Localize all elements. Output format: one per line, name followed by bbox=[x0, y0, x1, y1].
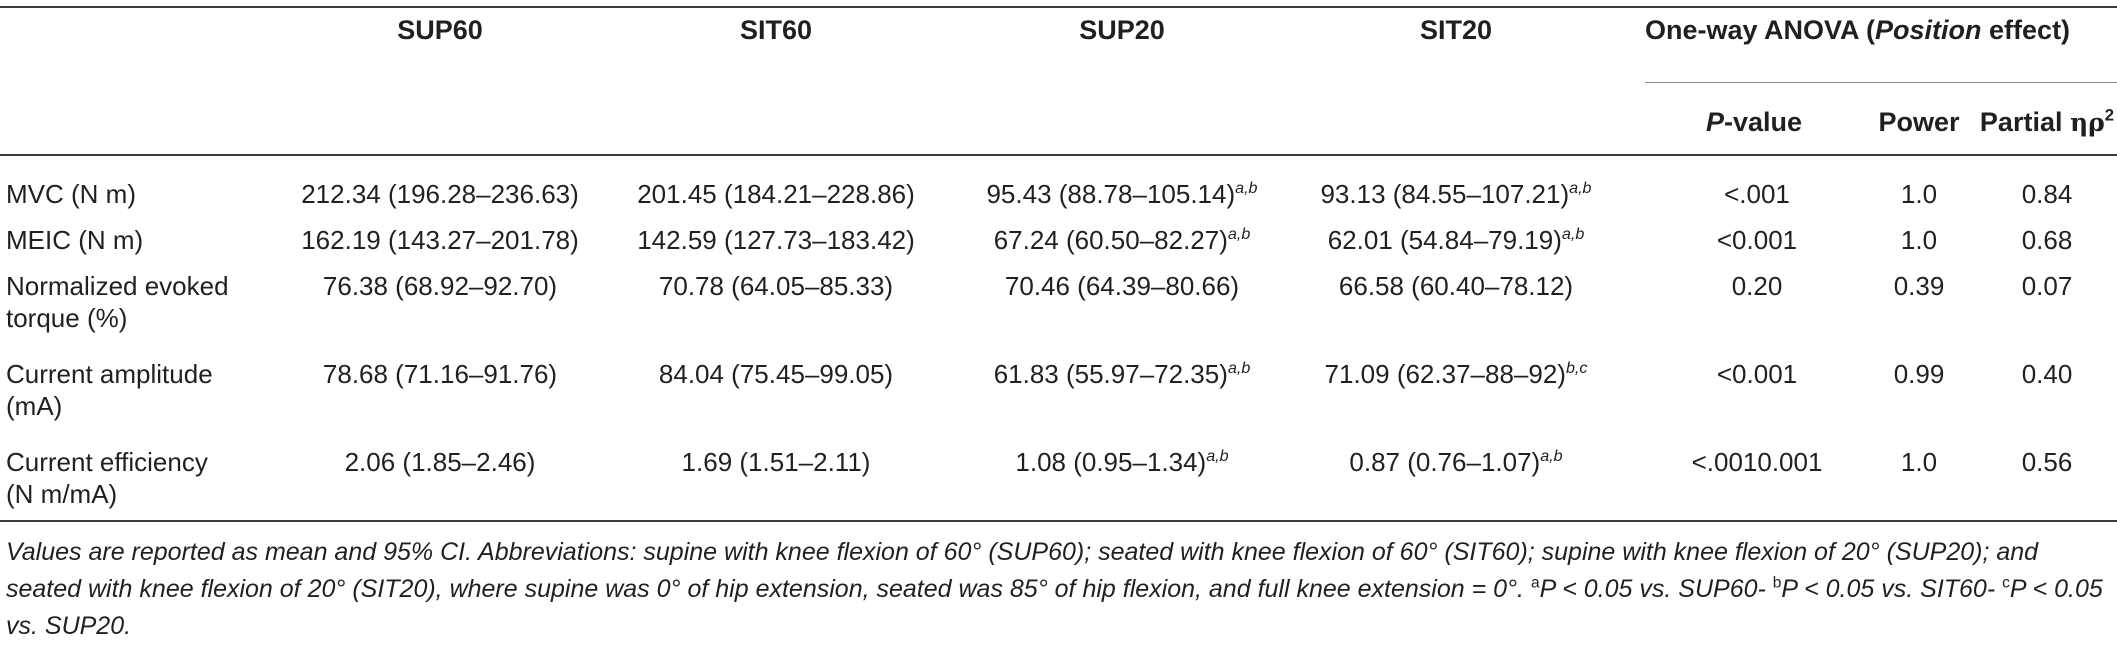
row-label: MEIC (N m) bbox=[6, 225, 144, 255]
cell-pvalue: 0.20 bbox=[1731, 271, 1783, 301]
table-bottom-rule bbox=[0, 520, 2117, 522]
cell-sup60: 212.34 (196.28–236.63) bbox=[301, 179, 579, 209]
cell-sup20: 67.24 (60.50–82.27)a,b bbox=[994, 224, 1251, 256]
row-label: Current amplitude (mA) bbox=[6, 358, 213, 422]
cell-power: 1.0 bbox=[1900, 179, 1938, 209]
cell-power: 1.0 bbox=[1900, 225, 1938, 255]
cell-superscript: a,b bbox=[1540, 447, 1563, 466]
anova-group-rule bbox=[1645, 82, 2117, 83]
cell-pvalue: <.001 bbox=[1724, 179, 1790, 209]
row-label-line: (mA) bbox=[6, 391, 63, 421]
cell-sup20: 70.46 (64.39–80.66) bbox=[1005, 270, 1239, 302]
cell-sup60: 2.06 (1.85–2.46) bbox=[344, 447, 536, 477]
cell-sup20: 95.43 (88.78–105.14)a,b bbox=[986, 178, 1257, 210]
footnote-text-b: P < 0.05 vs. SIT60- bbox=[1781, 575, 2003, 603]
footnote-text-c: P < 0.05 vs. SUP20. bbox=[6, 575, 2103, 640]
cell-pvalue: <.0010.001 bbox=[1691, 447, 1823, 477]
cell-superscript: a,b bbox=[1561, 225, 1585, 244]
cell-sup20: 1.08 (0.95–1.34)a,b bbox=[1015, 446, 1228, 478]
table-footnote: Values are reported as mean and 95% CI. … bbox=[6, 534, 2106, 645]
cell-sit60: 142.59 (127.73–183.42) bbox=[637, 225, 915, 255]
cell-partial-eta: 0.56 bbox=[2021, 447, 2073, 477]
cell-sup20: 61.83 (55.97–72.35)a,b bbox=[994, 358, 1251, 390]
cell-superscript: a,b bbox=[1206, 447, 1229, 466]
row-label: Current efficiency (N m/mA) bbox=[6, 446, 208, 510]
cell-sit20: 93.13 (84.55–107.21)a,b bbox=[1320, 178, 1591, 210]
cell-power: 0.99 bbox=[1893, 359, 1945, 389]
header-partial-exponent: 2 bbox=[2104, 105, 2115, 125]
footnote-mark-b: b bbox=[1772, 574, 1782, 592]
header-partial-symbol: ηρ bbox=[2069, 108, 2105, 137]
header-pvalue-suffix: -value bbox=[1723, 107, 1803, 137]
cell-partial-eta: 0.07 bbox=[2021, 271, 2073, 301]
header-sup60: SUP60 bbox=[397, 15, 483, 45]
cell-power: 0.39 bbox=[1893, 271, 1945, 301]
cell-value: 71.09 (62.37–88–92) bbox=[1324, 359, 1566, 389]
cell-value: 61.83 (55.97–72.35) bbox=[993, 359, 1228, 389]
table-top-rule bbox=[0, 6, 2117, 8]
header-sup20: SUP20 bbox=[1079, 15, 1165, 45]
row-label-line: (N m/mA) bbox=[6, 479, 118, 509]
cell-superscript: b,c bbox=[1565, 359, 1588, 378]
cell-superscript: a,b bbox=[1227, 225, 1251, 244]
header-anova-position: Position bbox=[1875, 15, 1982, 45]
cell-value: 66.58 (60.40–78.12) bbox=[1338, 271, 1574, 301]
cell-partial-eta: 0.84 bbox=[2021, 179, 2073, 209]
cell-partial-eta: 0.68 bbox=[2021, 225, 2073, 255]
cell-pvalue: <0.001 bbox=[1716, 359, 1798, 389]
cell-sup60: 162.19 (143.27–201.78) bbox=[301, 225, 579, 255]
cell-sit60: 201.45 (184.21–228.86) bbox=[637, 179, 915, 209]
row-label-line: Current amplitude bbox=[6, 359, 213, 389]
header-bottom-rule bbox=[0, 154, 2117, 156]
row-label: MVC (N m) bbox=[6, 179, 136, 209]
cell-partial-eta: 0.40 bbox=[2021, 359, 2073, 389]
cell-power: 1.0 bbox=[1900, 447, 1938, 477]
cell-value: 95.43 (88.78–105.14) bbox=[986, 179, 1236, 209]
cell-sit20: 0.87 (0.76–1.07)a,b bbox=[1349, 446, 1562, 478]
cell-sit20: 71.09 (62.37–88–92)b,c bbox=[1325, 358, 1588, 390]
row-label-line: Current efficiency bbox=[6, 447, 208, 477]
cell-superscript: a,b bbox=[1235, 179, 1258, 198]
cell-value: 0.87 (0.76–1.07) bbox=[1349, 447, 1541, 477]
cell-value: 62.01 (54.84–79.19) bbox=[1327, 225, 1562, 255]
cell-superscript: a,b bbox=[1569, 179, 1592, 198]
cell-value: 70.46 (64.39–80.66) bbox=[1004, 271, 1240, 301]
footnote-text-a: P < 0.05 vs. SUP60- bbox=[1539, 575, 1773, 603]
header-partial-eta: Partial ηρ2 bbox=[1980, 106, 2114, 139]
header-pvalue: P-value bbox=[1706, 106, 1802, 138]
cell-sit60: 84.04 (75.45–99.05) bbox=[658, 359, 894, 389]
footnote-mark-c: c bbox=[2002, 574, 2010, 592]
header-sit20: SIT20 bbox=[1419, 15, 1493, 45]
row-label-line: Normalized evoked bbox=[6, 271, 229, 301]
cell-sit60: 1.69 (1.51–2.11) bbox=[681, 447, 871, 477]
cell-sit60: 70.78 (64.05–85.33) bbox=[658, 271, 894, 301]
header-power: Power bbox=[1878, 107, 1960, 137]
cell-pvalue: <0.001 bbox=[1716, 225, 1798, 255]
header-pvalue-p: P bbox=[1705, 107, 1724, 137]
footnote-main: Values are reported as mean and 95% CI. … bbox=[6, 538, 2039, 603]
footnote-mark-a: a bbox=[1530, 574, 1540, 592]
cell-sup60: 76.38 (68.92–92.70) bbox=[322, 271, 558, 301]
header-anova: One-way ANOVA (Position effect) bbox=[1645, 14, 2070, 46]
cell-sit20: 62.01 (54.84–79.19)a,b bbox=[1328, 224, 1585, 256]
header-anova-suffix: effect) bbox=[1981, 15, 2071, 45]
cell-sit20: 66.58 (60.40–78.12) bbox=[1339, 270, 1573, 302]
header-partial-prefix: Partial bbox=[1979, 107, 2070, 137]
header-anova-prefix: One-way ANOVA ( bbox=[1645, 15, 1876, 45]
row-label-line: torque (%) bbox=[6, 303, 128, 333]
cell-value: 1.08 (0.95–1.34) bbox=[1015, 447, 1207, 477]
cell-superscript: a,b bbox=[1227, 359, 1251, 378]
header-sit60: SIT60 bbox=[739, 15, 813, 45]
cell-sup60: 78.68 (71.16–91.76) bbox=[322, 359, 558, 389]
row-label: Normalized evoked torque (%) bbox=[6, 270, 229, 334]
cell-value: 93.13 (84.55–107.21) bbox=[1320, 179, 1570, 209]
cell-value: 67.24 (60.50–82.27) bbox=[993, 225, 1228, 255]
